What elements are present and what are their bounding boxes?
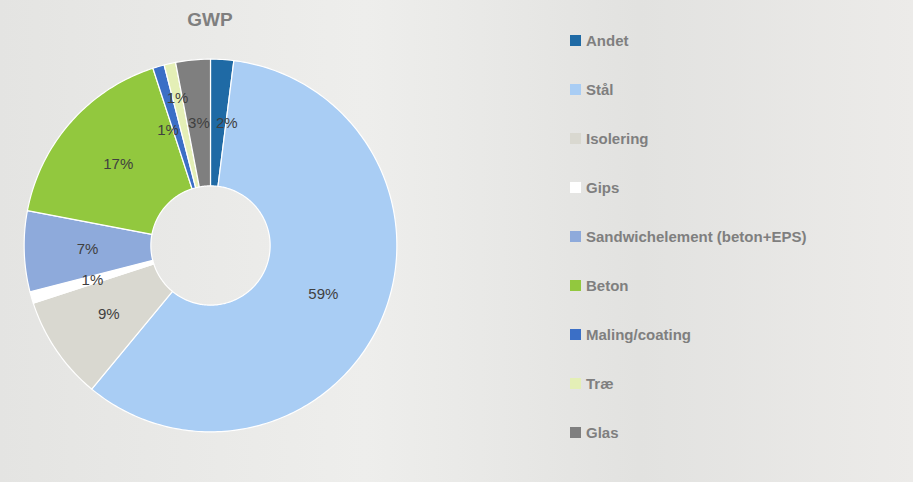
html-text:Træ: Træ xyxy=(586,375,614,392)
html-text:GWP: GWP xyxy=(187,9,233,30)
html-text:Andet: Andet xyxy=(586,32,629,49)
svg-text:1%: 1% xyxy=(157,121,179,138)
svg-text:17%: 17% xyxy=(103,155,133,172)
html-text:Maling/coating: Maling/coating xyxy=(586,326,691,343)
svg-text:1%: 1% xyxy=(82,271,104,288)
svg-text:3%: 3% xyxy=(188,114,210,131)
html-text:Stål: Stål xyxy=(586,81,614,98)
svg-text:1%: 1% xyxy=(167,89,189,106)
html-text:Beton: Beton xyxy=(586,277,629,294)
html-text:Isolering: Isolering xyxy=(586,130,649,147)
svg-text:59%: 59% xyxy=(308,285,338,302)
html-text:Gips: Gips xyxy=(586,179,620,196)
html-text:Glas: Glas xyxy=(586,424,619,441)
html-text:Sandwichelement (beton+EPS): Sandwichelement (beton+EPS) xyxy=(586,228,807,245)
svg-text:9%: 9% xyxy=(98,305,120,322)
svg-text:2%: 2% xyxy=(216,114,238,131)
svg-text:7%: 7% xyxy=(77,240,99,257)
